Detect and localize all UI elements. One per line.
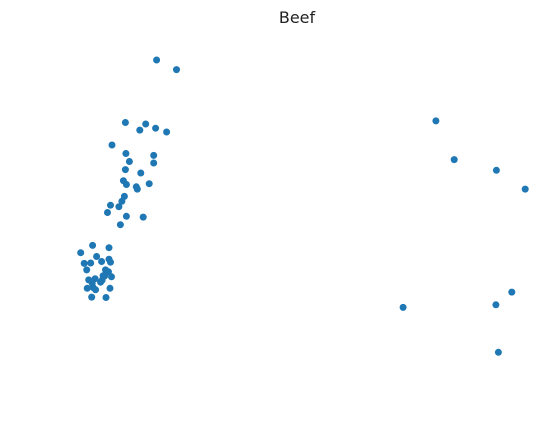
scatter-point <box>108 141 116 149</box>
scatter-point <box>121 166 129 174</box>
scatter-point <box>139 213 147 221</box>
scatter-point <box>102 294 110 301</box>
chart-title: Beef <box>279 8 316 27</box>
scatter-point <box>115 203 123 211</box>
scatter-point <box>116 221 124 229</box>
scatter-point <box>150 159 158 167</box>
scatter-point <box>108 273 115 281</box>
scatter-point <box>98 258 106 265</box>
scatter-point <box>105 244 113 252</box>
scatter-point <box>492 301 500 309</box>
scatter-point <box>494 348 502 356</box>
scatter-point <box>136 126 144 134</box>
scatter-point <box>173 66 180 74</box>
scatter-point <box>122 212 130 220</box>
scatter-point <box>125 158 133 165</box>
scatter-point <box>93 253 101 260</box>
scatter-point <box>145 180 153 188</box>
scatter-point <box>142 120 150 128</box>
scatter-point <box>450 156 458 164</box>
scatter-point <box>122 181 130 188</box>
scatter-point <box>152 124 160 132</box>
scatter-points <box>77 56 529 356</box>
scatter-point <box>92 286 100 294</box>
scatter-point <box>163 128 171 136</box>
scatter-point <box>88 293 96 301</box>
scatter-point <box>521 185 529 193</box>
scatter-point <box>492 166 500 174</box>
scatter-point <box>83 266 91 274</box>
scatter-point <box>121 119 129 126</box>
scatter-point <box>97 278 105 286</box>
scatter-point <box>89 241 97 249</box>
scatter-point <box>137 169 145 177</box>
scatter-point <box>107 201 114 209</box>
scatter-point <box>118 197 126 205</box>
scatter-point <box>132 183 140 191</box>
scatter-point <box>107 258 114 266</box>
scatter-point <box>106 284 114 292</box>
scatter-point <box>508 288 516 296</box>
scatter-point <box>83 284 91 292</box>
scatter-point <box>104 209 111 216</box>
scatter-point <box>122 150 130 157</box>
scatter-point <box>432 117 440 125</box>
scatter-point <box>77 249 85 257</box>
scatter-point <box>399 303 407 311</box>
scatter-point <box>80 259 88 267</box>
scatter-point <box>153 56 161 64</box>
scatter-point <box>87 259 95 267</box>
scatter-point <box>150 151 158 159</box>
